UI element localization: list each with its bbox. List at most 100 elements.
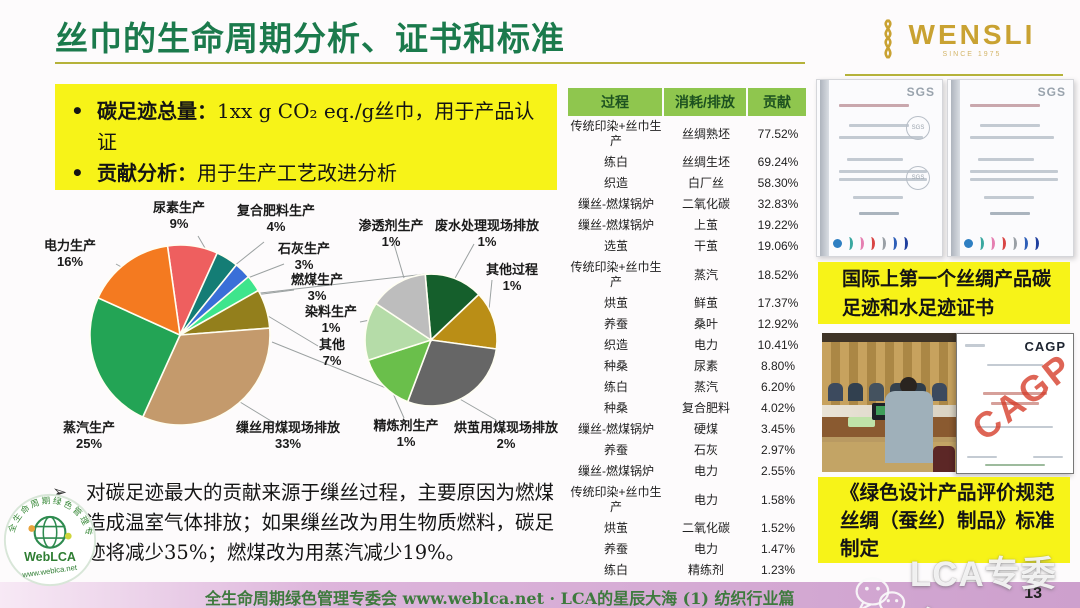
accreditation-icon bbox=[878, 237, 886, 250]
accreditation-icon bbox=[889, 237, 897, 250]
accreditation-icon bbox=[1031, 237, 1039, 250]
table-cell: 白厂丝 bbox=[687, 176, 724, 190]
table-cell: 上茧 bbox=[693, 218, 718, 232]
footer-text: 全生命周期绿色管理专委会 www.weblca.net · LCA的星辰大海 (… bbox=[205, 589, 795, 608]
certificate-text-line bbox=[991, 402, 1039, 405]
certificate-signature bbox=[990, 212, 1030, 215]
table-cell: 鲜茧 bbox=[693, 296, 718, 310]
table-cell: 缫丝-燃煤锅炉 bbox=[578, 218, 654, 232]
pie-slice bbox=[429, 293, 498, 350]
certificate-text-line bbox=[970, 104, 1040, 107]
table-cell: 17.37% bbox=[757, 296, 799, 310]
brand-name: WENSLI bbox=[908, 18, 1036, 50]
certificate-caption: 国际上第一个丝绸产品碳足迹和水足迹证书 bbox=[818, 262, 1070, 324]
photo-person bbox=[932, 383, 947, 401]
table-cell: 77.52% bbox=[757, 126, 799, 141]
table-cell: 1.23% bbox=[760, 563, 796, 577]
pie-label-reeling-coal: 缫丝用煤现场排放 33% bbox=[220, 420, 356, 453]
table-cell: 缫丝-燃煤锅炉 bbox=[578, 422, 654, 436]
table-cell: 织造 bbox=[603, 176, 628, 190]
cagp-certificate: CAGP CAGP bbox=[956, 333, 1074, 474]
pie-label-pct: 16% bbox=[56, 254, 84, 270]
pie-label-pct: 7% bbox=[322, 353, 342, 369]
accreditation-icon bbox=[856, 237, 864, 250]
certificate-text-line bbox=[839, 170, 927, 173]
table-cell: 12.92% bbox=[757, 317, 799, 331]
table-cell: 选茧 bbox=[603, 239, 628, 253]
certificate-text-line bbox=[839, 104, 909, 107]
summary-value-2: 用于生产工艺改进分析 bbox=[197, 161, 397, 185]
pie-label-other: 其他 7% bbox=[304, 337, 360, 370]
sgs-certificate-2: SGS bbox=[947, 79, 1074, 257]
table-cell: 19.22% bbox=[757, 218, 799, 232]
bullet-icon: • bbox=[71, 161, 84, 185]
certificate-text-line bbox=[987, 364, 1043, 366]
photo-wall bbox=[822, 333, 959, 342]
pie-label-pct: 1% bbox=[477, 234, 497, 250]
certificate-text-line bbox=[984, 196, 1034, 199]
summary-label-1: 碳足迹总量： bbox=[97, 99, 217, 123]
certificate-text-line bbox=[965, 344, 985, 347]
accreditation-marks bbox=[964, 237, 1039, 250]
pie-label-pct: 3% bbox=[307, 288, 327, 304]
analysis-paragraph: ➢ 对碳足迹最大的贡献来源于缫丝过程，主要原因为燃煤造成温室气体排放；如果缫丝改… bbox=[52, 478, 564, 568]
pie-label-steam: 蒸汽生产 25% bbox=[48, 420, 130, 453]
pie-slice bbox=[364, 302, 433, 362]
sgs-logo: SGS bbox=[906, 85, 935, 99]
certificate-binding bbox=[951, 80, 960, 256]
pie-label-text: 石灰生产 bbox=[277, 241, 330, 256]
certificate-text-line bbox=[839, 136, 923, 139]
brand-tagline: SINCE 1975 bbox=[942, 50, 1002, 58]
table-cell: 58.30% bbox=[757, 176, 799, 190]
table-cell: 丝绸生坯 bbox=[681, 155, 730, 169]
summary-value-1: 1xx g CO₂ eq./g丝巾，用于产品认证 bbox=[97, 99, 535, 154]
weblca-name: WebLCA bbox=[24, 550, 76, 564]
table-cell: 石灰 bbox=[693, 443, 718, 457]
watermark: LCA专委会 bbox=[852, 546, 1080, 608]
pie-label-coal: 燃煤生产 3% bbox=[284, 272, 350, 305]
sgs-logo: SGS bbox=[1037, 85, 1066, 99]
table-cell: 养蚕 bbox=[603, 542, 628, 556]
pie-label-refining-agent: 精炼剂生产 1% bbox=[364, 418, 448, 451]
pie-label-pct: 1% bbox=[396, 434, 416, 450]
pie-label-text: 电力生产 bbox=[43, 238, 96, 253]
pie-label-pct: 1% bbox=[381, 234, 401, 250]
pie-slice bbox=[141, 327, 271, 426]
certificate-text-line bbox=[970, 178, 1058, 181]
certificate-text-line bbox=[977, 426, 1053, 428]
pie-label-pct: 25% bbox=[75, 436, 103, 452]
pie-label-text: 渗透剂生产 bbox=[358, 218, 424, 233]
analysis-text: 对碳足迹最大的贡献来源于缫丝过程，主要原因为燃煤造成温室气体排放；如果缫丝改为用… bbox=[86, 481, 555, 564]
accreditation-icon bbox=[900, 237, 908, 250]
brand-underline bbox=[845, 74, 1063, 76]
table-cell: 练白 bbox=[603, 563, 628, 577]
photo-person bbox=[828, 383, 843, 401]
photo-person bbox=[869, 383, 884, 401]
table-cell: 19.06% bbox=[757, 239, 799, 253]
pie-breakdown bbox=[364, 273, 498, 407]
pie-label-text: 其他 bbox=[318, 337, 345, 352]
table-cell: 二氧化碳 bbox=[681, 521, 730, 535]
table-cell: 传统印染+丝巾生产 bbox=[570, 485, 662, 514]
meeting-photo bbox=[822, 333, 959, 472]
table-cell: 种桑 bbox=[603, 401, 628, 415]
certificate-text-line bbox=[978, 158, 1034, 161]
pie-label-pct: 33% bbox=[274, 436, 302, 452]
pie-slice bbox=[424, 273, 480, 342]
pie-label-text: 缫丝用煤现场排放 bbox=[235, 420, 340, 435]
photo-chair bbox=[933, 446, 955, 472]
accreditation-icon bbox=[845, 237, 853, 250]
weblca-logo: 全生命周期绿色管理专委会 WebLCA www.weblca.net bbox=[0, 481, 98, 590]
certificate-text-line bbox=[849, 124, 909, 127]
certificate-binding bbox=[820, 80, 829, 256]
table-cell: 烘茧 bbox=[603, 296, 628, 310]
certificate-signature bbox=[859, 212, 899, 215]
certificate-text-line bbox=[980, 124, 1040, 127]
pie-label-pct: 9% bbox=[169, 216, 189, 232]
pie-label-cocoon-drying-coal: 烘茧用煤现场排放 2% bbox=[442, 420, 570, 453]
pie-label-text: 精炼剂生产 bbox=[373, 418, 439, 433]
pie-slice bbox=[374, 273, 432, 342]
pie-charts-panel: 电力生产 16% 尿素生产 9% 复合肥料生产 4% 石灰生产 3% 燃煤生产 3% 染料… bbox=[28, 196, 573, 484]
table-cell: 硬煤 bbox=[693, 422, 718, 436]
